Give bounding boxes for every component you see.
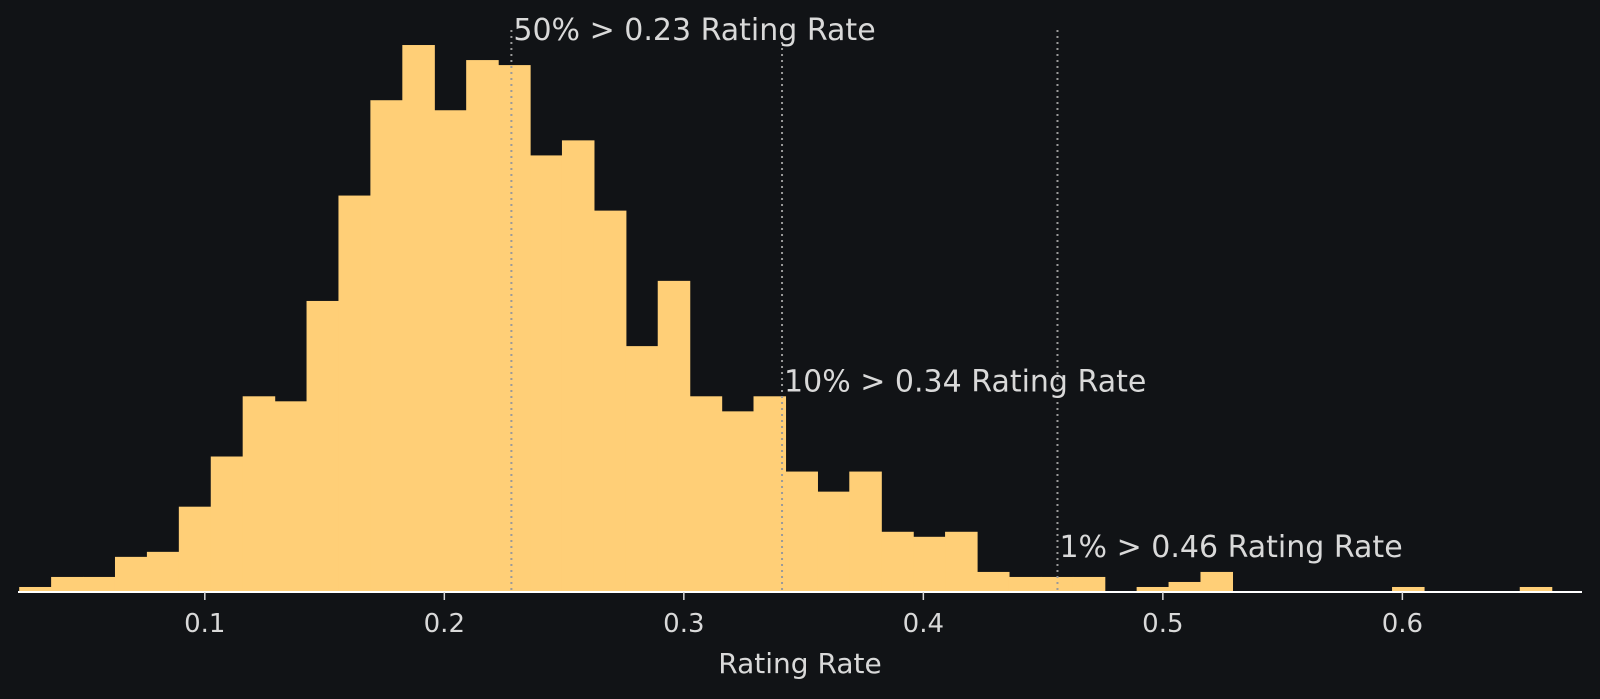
threshold-annotations: 50% > 0.23 Rating Rate 10% > 0.34 Rating … — [513, 13, 1402, 565]
histogram-bar — [1200, 571, 1234, 592]
histogram-bar — [370, 100, 403, 592]
x-tick-label: 0.5 — [1142, 609, 1183, 639]
x-tick-label: 0.6 — [1382, 609, 1423, 639]
histogram-bar — [338, 195, 371, 592]
threshold-annotation: 10% > 0.34 Rating Rate — [784, 364, 1146, 399]
histogram-bar — [466, 60, 499, 592]
histogram-bar — [434, 110, 467, 592]
histogram-bar — [1168, 581, 1202, 592]
histogram-bar — [849, 471, 882, 592]
histogram-bar — [785, 471, 818, 592]
histogram-bar — [274, 401, 308, 592]
histogram-bar — [498, 65, 531, 593]
histogram-bar — [977, 571, 1010, 592]
histogram-bar — [945, 531, 978, 592]
histogram-bar — [1136, 586, 1170, 592]
histogram-bar — [625, 346, 659, 592]
histogram-bar — [561, 140, 595, 593]
histogram-bar — [721, 411, 755, 592]
histogram-bar — [913, 536, 946, 592]
x-tick-label: 0.3 — [663, 609, 704, 639]
histogram-bar — [1519, 586, 1553, 592]
histogram-bar — [146, 551, 180, 592]
x-axis-ticks: 0.1 0.2 0.3 0.4 0.5 0.6 — [184, 592, 1423, 639]
histogram-bar — [178, 506, 212, 592]
histogram-bar — [1392, 586, 1425, 592]
threshold-lines — [510, 30, 1059, 592]
histogram-bar — [1008, 576, 1042, 592]
x-tick-label: 0.2 — [424, 609, 465, 639]
histogram-bar — [83, 576, 116, 592]
histogram-bar — [306, 300, 340, 592]
x-tick-label: 0.4 — [903, 609, 944, 639]
x-tick-label: 0.1 — [184, 609, 225, 639]
histogram-bar — [402, 45, 435, 592]
histogram-bar — [881, 531, 914, 592]
histogram-bars — [19, 45, 1553, 593]
threshold-annotation: 1% > 0.46 Rating Rate — [1059, 530, 1402, 565]
histogram-bar — [530, 155, 563, 593]
histogram-bar — [1072, 576, 1106, 592]
histogram-bar — [593, 210, 627, 592]
threshold-annotation: 50% > 0.23 Rating Rate — [513, 13, 875, 48]
histogram-bar — [242, 396, 276, 592]
histogram-bar — [689, 396, 723, 592]
histogram-bar — [51, 576, 84, 592]
histogram-bar — [114, 556, 148, 592]
histogram-bar — [753, 396, 787, 592]
histogram-bar — [210, 456, 244, 592]
histogram-bar — [657, 280, 691, 592]
histogram-bar — [817, 491, 850, 592]
histogram-bar — [19, 586, 52, 592]
histogram-bar — [1040, 576, 1074, 592]
x-axis-label: Rating Rate — [718, 647, 881, 680]
